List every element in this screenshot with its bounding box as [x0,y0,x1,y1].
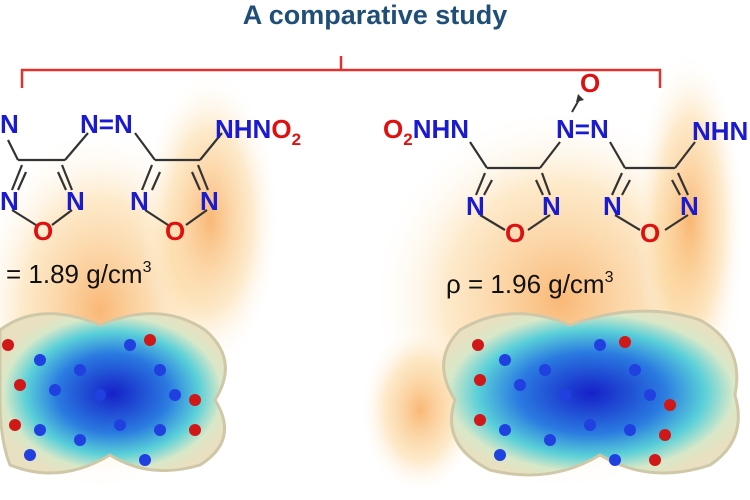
oxygen-atom-sphere [474,414,486,426]
atom-spheres [2,334,676,466]
oxygen-atom-sphere [472,339,484,351]
nitrogen-atom-sphere [584,419,596,431]
nitrogen-atom-sphere [624,424,636,436]
oxygen-atom-sphere [664,399,676,411]
azo-group: N=N [80,109,133,139]
comparison-bracket [20,56,662,88]
nitrogen-atom-sphere [74,364,86,376]
ring-atom-o: O [505,218,525,248]
nitrogen-atom-sphere [169,389,181,401]
oxygen-atom-sphere [9,419,21,431]
figure-title: A comparative study [243,0,508,30]
nitrogen-atom-sphere [34,354,46,366]
ring-atom-o: O [640,218,660,248]
ring-atom-n: N [603,191,622,221]
oxygen-atom-sphere [14,379,26,391]
azo-group: N=N [556,114,609,144]
left-compound-structure: N N=N NHNO2 N N O N N O = 1.89 g/cm3 [0,109,301,289]
nitrogen-atom-sphere [124,339,136,351]
nhn-group: NHN [692,116,748,146]
nitrogen-atom-sphere [94,389,106,401]
ring-atom-n: N [0,186,19,216]
o2nhn-group: O2NHN [383,114,469,149]
nitrogen-atom-sphere [154,424,166,436]
ring-atom-n: N [466,191,485,221]
right-compound-structure: O2NHN O N=N NHN N N O N N O ρ = 1.96 g/c… [383,68,748,299]
ring-atom-n: N [680,191,699,221]
nitrogen-atom-sphere [74,434,86,446]
oxygen-atom-sphere [2,339,14,351]
nitrogen-atom-sphere [559,389,571,401]
oxygen-atom-sphere [649,454,661,466]
nitrogen-atom-sphere [544,434,556,446]
oxygen-atom-sphere [474,374,486,386]
ring-atom-o: O [165,216,185,246]
nitrogen-atom-sphere [24,449,36,461]
oxygen-atom-sphere [659,429,671,441]
nitrogen-atom-sphere [114,419,126,431]
oxygen-atom-sphere [144,334,156,346]
right-esp-surface [442,309,740,477]
nitrogen-atom-sphere [594,339,606,351]
left-density: = 1.89 g/cm3 [6,259,152,289]
oxygen-atom-sphere [189,424,201,436]
n-oxide-oxygen: O [580,68,600,98]
nitrogen-atom-sphere [499,354,511,366]
ring-atom-n: N [542,191,561,221]
ring-atom-n: N [130,186,149,216]
nitrogen-atom-sphere [514,379,526,391]
nhno2-group: NHNO2 [215,114,301,149]
oxygen-atom-sphere [619,336,631,348]
nitrogen-atom-sphere [629,364,641,376]
ring-atom-o: O [33,216,53,246]
ring-atom-n: N [200,186,219,216]
nitrogen-atom-sphere [494,449,506,461]
oxygen-atom-sphere [189,394,201,406]
ring-atom-n: N [66,186,85,216]
nitrogen-atom-sphere [644,389,656,401]
nitrogen-atom-sphere [609,454,621,466]
right-density: ρ = 1.96 g/cm3 [446,269,614,299]
nitrogen-atom-sphere [34,424,46,436]
nitrogen-atom-sphere [154,364,166,376]
nitrogen-atom-sphere [139,454,151,466]
nitrogen-atom-sphere [499,424,511,436]
nitrogen-atom-sphere [49,384,61,396]
atom-n: N [0,109,19,139]
nitrogen-atom-sphere [539,364,551,376]
left-esp-surface [0,312,227,475]
